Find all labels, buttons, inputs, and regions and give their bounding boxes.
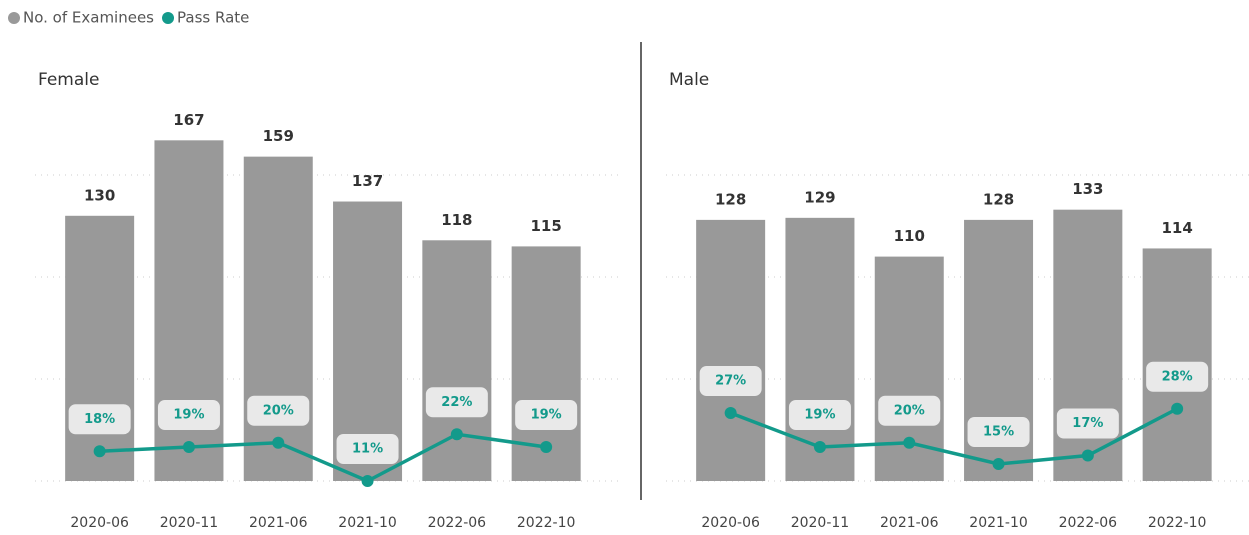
pass-rate-label-box — [699, 366, 762, 396]
pass-rate-label-box — [425, 387, 488, 418]
pass-rate-point — [272, 436, 285, 449]
x-tick-label: 2022-10 — [1148, 515, 1207, 531]
x-tick-label: 2020-06 — [70, 515, 129, 531]
pass-rate-point — [540, 441, 553, 453]
bar-label: 167 — [173, 111, 204, 129]
pass-rate-point — [813, 441, 826, 453]
pass-rate-label: 17% — [1072, 416, 1103, 431]
bar-label: 128 — [715, 190, 746, 208]
x-tick-label: 2021-06 — [249, 515, 308, 531]
x-tick-label: 2021-10 — [338, 515, 397, 531]
pass-rate-label: 27% — [715, 374, 746, 389]
pass-rate-point — [93, 445, 106, 458]
bar — [696, 219, 766, 481]
legend-marker — [8, 12, 20, 24]
x-tick-label: 2020-06 — [701, 515, 760, 531]
bar-label: 159 — [263, 127, 294, 145]
pass-rate-point — [1081, 449, 1094, 462]
pass-rate-label-box — [1146, 361, 1209, 392]
pass-rate-label: 11% — [352, 442, 383, 457]
pass-rate-label: 20% — [894, 403, 925, 418]
pass-rate-label-box — [788, 400, 851, 430]
bar — [422, 240, 492, 481]
pass-rate-label: 19% — [173, 408, 204, 423]
bar-label: 110 — [894, 227, 925, 245]
pass-rate-label: 18% — [84, 412, 115, 427]
pass-rate-point — [361, 475, 374, 487]
pass-rate-label-box — [336, 434, 399, 464]
bar-label: 133 — [1072, 180, 1103, 198]
x-tick-label: 2020-11 — [160, 515, 219, 531]
bar-label: 115 — [530, 217, 561, 235]
pass-rate-line — [730, 407, 1178, 466]
x-tick-label: 2022-10 — [517, 515, 576, 531]
pass-rate-label-box — [157, 400, 220, 430]
pass-rate-label: 22% — [441, 395, 472, 410]
pass-rate-label: 28% — [1162, 369, 1193, 384]
bar-label: 137 — [352, 172, 383, 190]
pass-rate-point — [182, 441, 195, 453]
bar — [65, 215, 135, 482]
pass-rate-point — [1171, 402, 1184, 415]
pass-rate-label: 19% — [531, 408, 562, 423]
legend-marker — [162, 12, 175, 24]
pass-rate-point — [450, 428, 463, 441]
pass-rate-point — [903, 436, 916, 449]
bar-label: 128 — [983, 190, 1014, 208]
pass-rate-label-box — [515, 400, 578, 430]
pass-rate-label: 19% — [804, 408, 835, 423]
bar-label: 130 — [84, 186, 115, 204]
pass-rate-line — [99, 432, 547, 483]
x-tick-label: 2022-06 — [428, 515, 487, 531]
panel-title: Male — [669, 70, 709, 90]
pass-rate-label: 20% — [263, 403, 294, 418]
pass-rate-label: 15% — [983, 425, 1014, 440]
pass-rate-label-box — [967, 417, 1030, 447]
pass-rate-label-box — [1056, 408, 1119, 439]
legend-label: Pass Rate — [177, 9, 249, 27]
pass-rate-point — [992, 458, 1005, 470]
bar — [243, 156, 313, 481]
x-tick-label: 2021-06 — [880, 515, 939, 531]
legend-label: No. of Examinees — [23, 9, 154, 27]
x-tick-label: 2021-10 — [969, 515, 1028, 531]
bar — [1053, 209, 1123, 481]
pass-rate-point — [724, 407, 737, 419]
panel-title: Female — [38, 70, 99, 90]
bar-label: 129 — [804, 188, 835, 206]
pass-rate-label-box — [247, 395, 310, 426]
pass-rate-label-box — [878, 395, 941, 426]
bar-label: 118 — [441, 211, 472, 229]
bar-label: 114 — [1161, 219, 1192, 237]
x-tick-label: 2020-11 — [791, 515, 850, 531]
x-tick-label: 2022-06 — [1059, 515, 1118, 531]
pass-rate-label-box — [68, 404, 131, 435]
